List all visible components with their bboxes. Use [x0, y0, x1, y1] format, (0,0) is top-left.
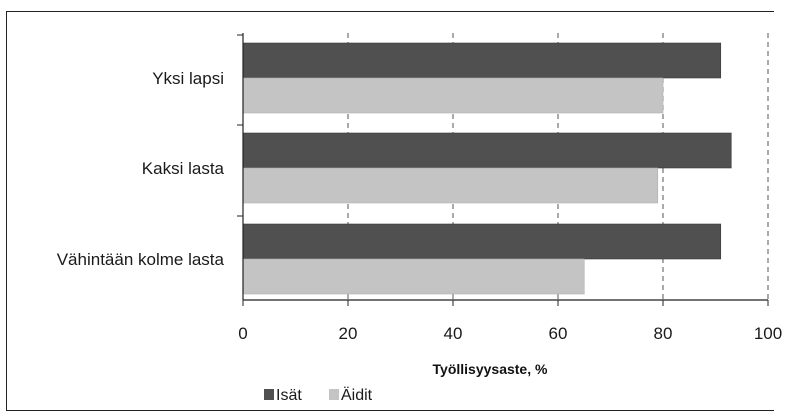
bar-isat-2	[242, 223, 722, 260]
legend-label-aidit: Äidit	[341, 386, 373, 404]
bar-aidit-1	[242, 167, 659, 204]
x-tick-label-80: 80	[654, 324, 673, 343]
legend: Isät Äidit	[264, 386, 373, 404]
x-tick-label-20: 20	[339, 324, 358, 343]
bar-aidit-0	[242, 77, 664, 114]
labels: Yksi lapsi Kaksi lasta Vähintään kolme las…	[57, 69, 782, 343]
legend-swatch-aidit	[329, 389, 339, 400]
axes	[237, 33, 769, 306]
bar-isat-0	[242, 42, 722, 79]
bar-aidit-2	[242, 258, 585, 295]
x-tick-label-40: 40	[444, 324, 463, 343]
category-label-0: Yksi lapsi	[152, 69, 224, 88]
bar-isat-1	[242, 132, 732, 169]
bars	[242, 42, 732, 295]
legend-swatch-isat	[264, 389, 274, 400]
x-tick-label-100: 100	[754, 324, 782, 343]
category-label-2: Vähintään kolme lasta	[57, 250, 225, 269]
x-tick-label-60: 60	[549, 324, 568, 343]
x-tick-label-0: 0	[238, 324, 247, 343]
legend-label-isat: Isät	[276, 387, 302, 404]
x-axis-title: Työllisyysaste, %	[433, 361, 548, 377]
category-label-1: Kaksi lasta	[142, 159, 225, 178]
